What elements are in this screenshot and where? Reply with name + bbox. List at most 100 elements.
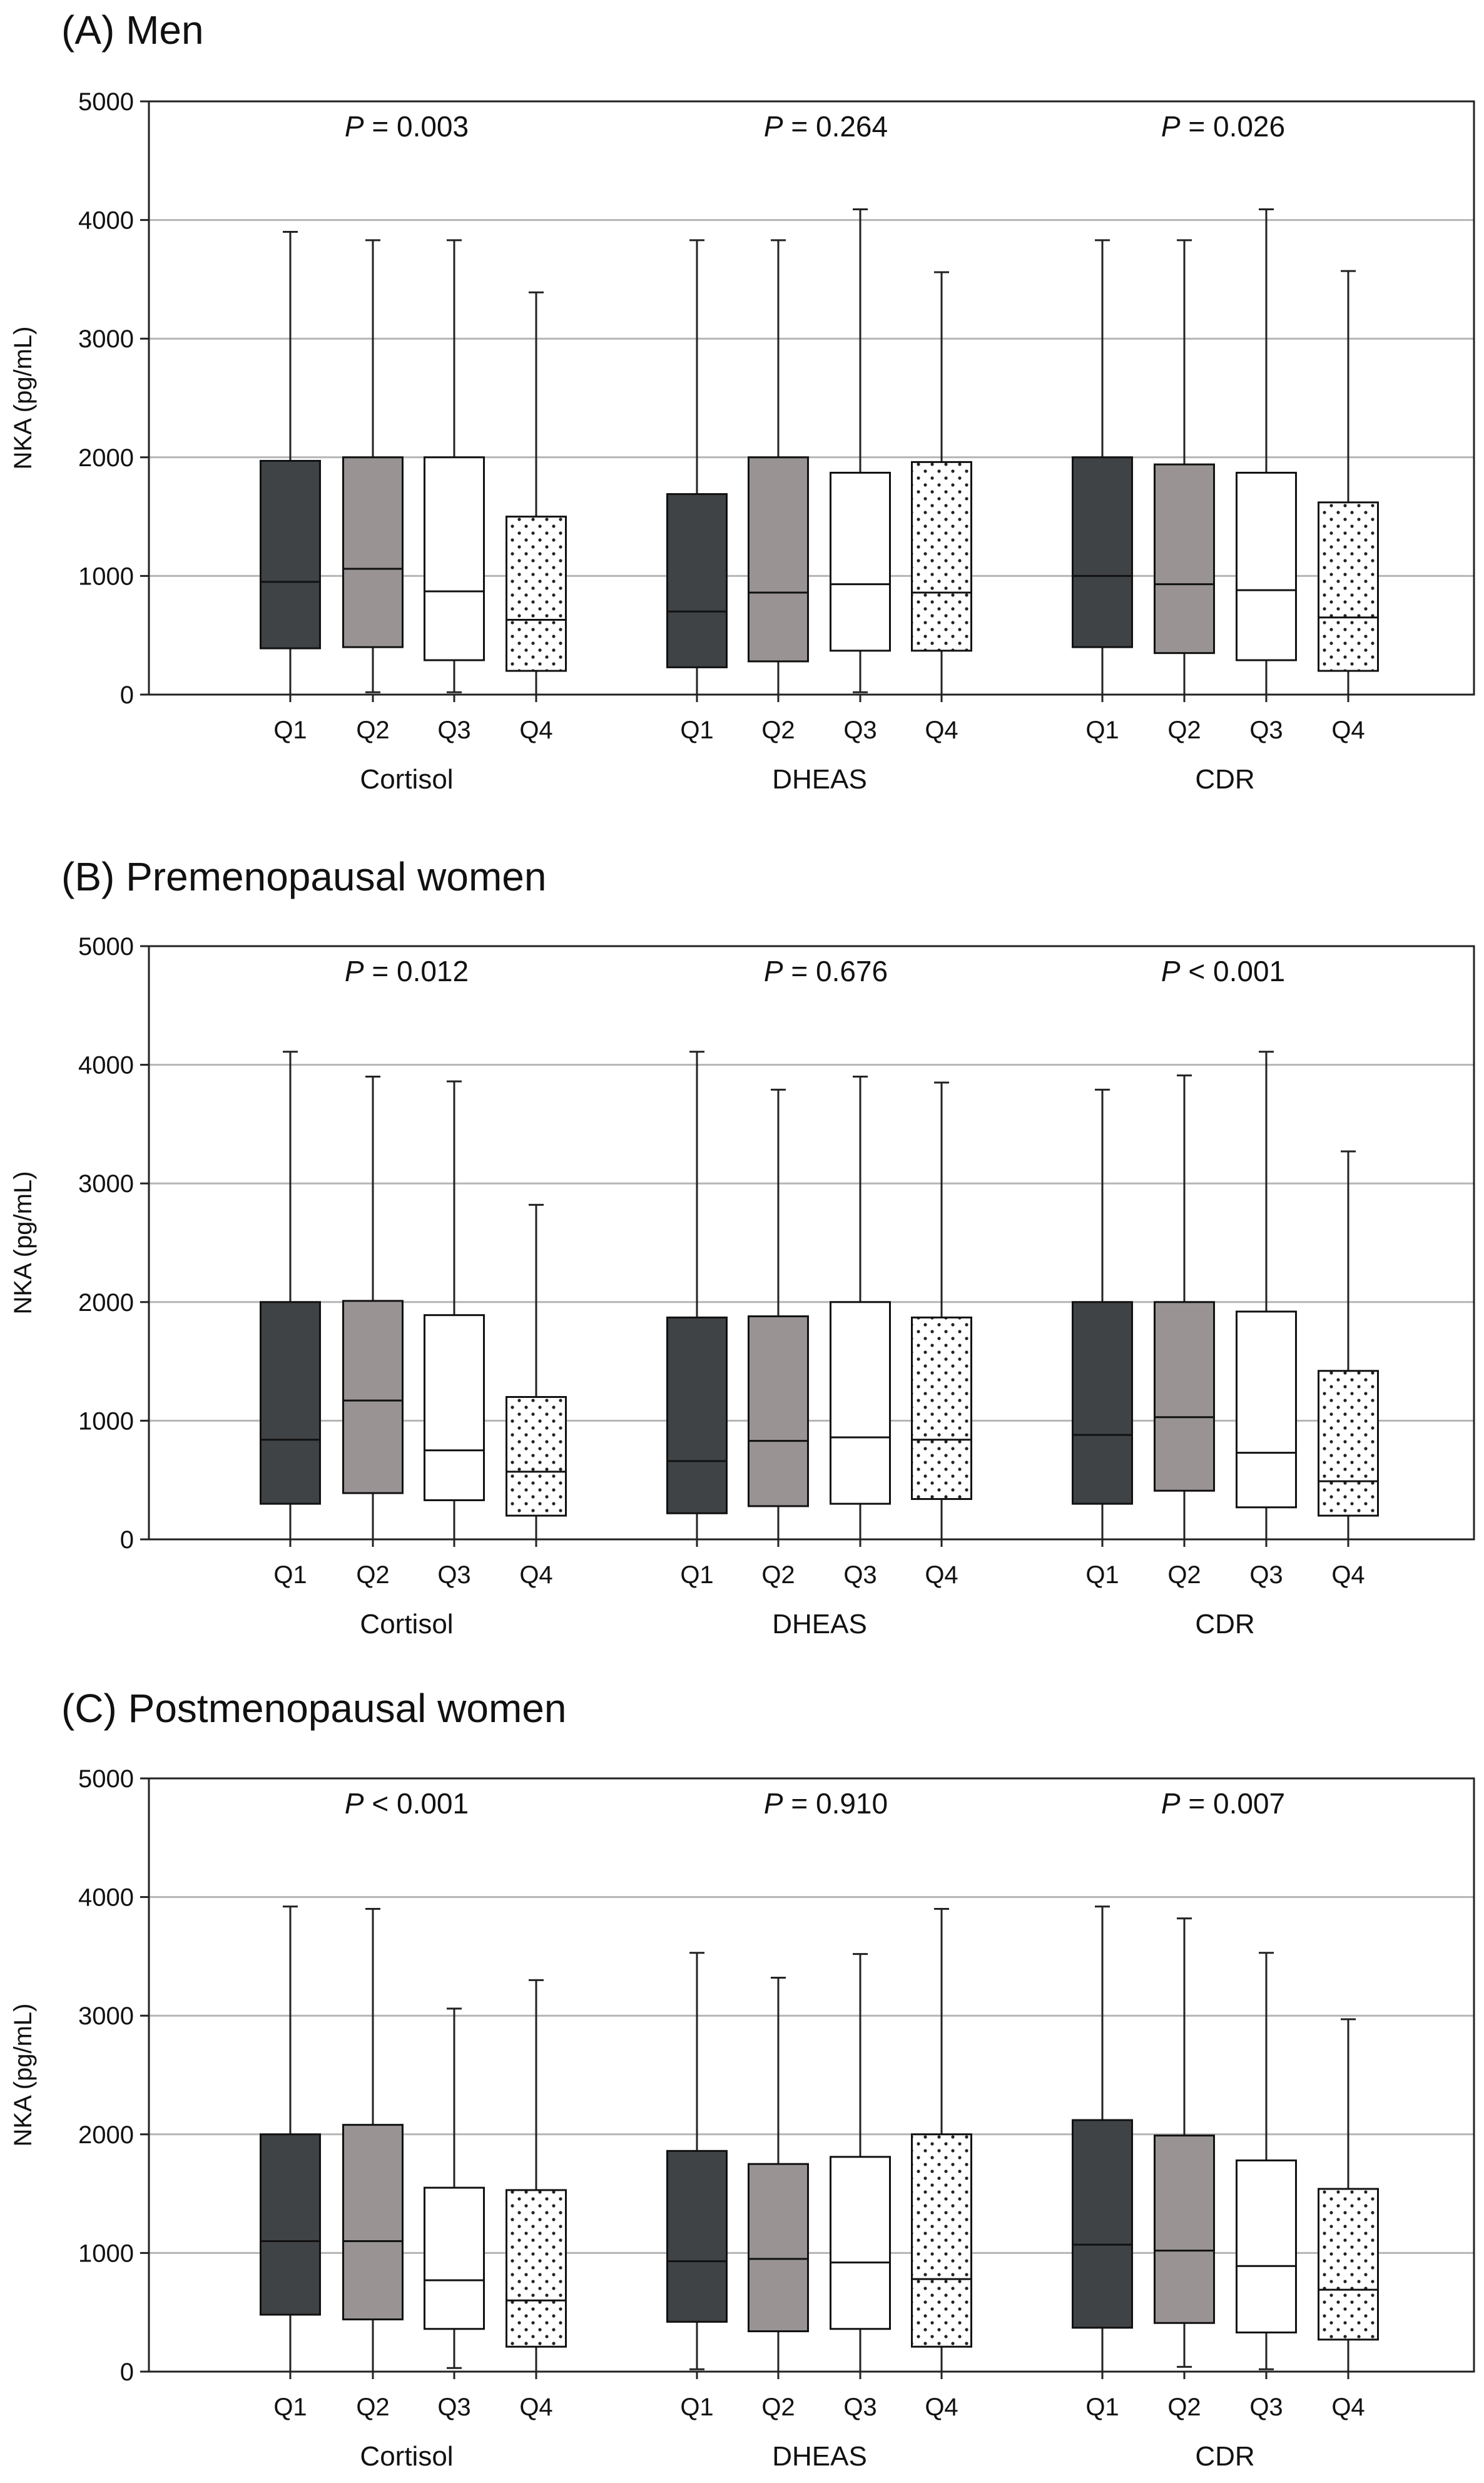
- box-q3: Q3: [1236, 1051, 1297, 1589]
- group-label: Cortisol: [360, 1609, 453, 1639]
- y-tick-label: 5000: [78, 1765, 134, 1793]
- quartile-label: Q3: [843, 2394, 877, 2421]
- box-q4: Q4: [1318, 2018, 1379, 2421]
- box-q4: Q4: [506, 291, 567, 744]
- quartile-label: Q3: [437, 1561, 470, 1589]
- panel-title: (B) Premenopausal women: [61, 854, 546, 899]
- y-tick-label: 0: [120, 1526, 134, 1554]
- quartile-label: Q4: [925, 716, 958, 744]
- quartile-label: Q4: [1331, 1561, 1365, 1589]
- y-tick-label: 2000: [78, 444, 134, 472]
- quartile-label: Q2: [761, 1561, 795, 1589]
- y-tick-label: 3000: [78, 1170, 134, 1198]
- group-label: Cortisol: [360, 2441, 453, 2472]
- quartile-label: Q3: [437, 2394, 470, 2421]
- group-cortisol: P < 0.001 Cortisol Q1 Q2 Q3 Q4: [260, 1787, 567, 2472]
- iqr-box: [830, 471, 891, 652]
- quartile-label: Q3: [1249, 2394, 1283, 2421]
- box-q3: Q3: [424, 239, 485, 744]
- box-q3: Q3: [424, 2007, 485, 2421]
- quartile-label: Q1: [680, 716, 713, 744]
- box-q4: Q4: [506, 1203, 567, 1589]
- quartile-label: Q3: [1249, 716, 1283, 744]
- p-value-text: < 0.001: [364, 1787, 469, 1820]
- quartile-label: Q1: [273, 2394, 307, 2421]
- p-value-text: < 0.001: [1181, 955, 1286, 987]
- p-value-text: = 0.676: [783, 955, 888, 987]
- iqr-box: [911, 2133, 972, 2348]
- p-value: P < 0.001: [1161, 955, 1285, 987]
- quartile-label: Q4: [1331, 2394, 1365, 2421]
- quartile-label: Q1: [1085, 2394, 1119, 2421]
- p-value: P = 0.910: [764, 1787, 888, 1820]
- iqr-box: [260, 2133, 321, 2316]
- group-label: CDR: [1195, 2441, 1254, 2472]
- iqr-box: [1318, 1370, 1379, 1517]
- quartile-label: Q2: [1167, 2394, 1201, 2421]
- box-q4: Q4: [1318, 270, 1379, 744]
- box-q2: Q2: [748, 1088, 809, 1589]
- quartile-label: Q2: [761, 2394, 795, 2421]
- p-value-symbol: P: [345, 1787, 364, 1820]
- panel-c: (C) Postmenopausal women 0 1000 2000 3000 400…: [9, 1686, 1475, 2472]
- box-q2: Q2: [342, 239, 404, 744]
- group-cdr: P = 0.007 CDR Q1 Q2 Q3 Q4: [1072, 1787, 1379, 2472]
- box-q4: Q4: [1318, 1150, 1379, 1589]
- box-q1: Q1: [666, 1051, 728, 1589]
- box-q1: Q1: [260, 1051, 321, 1589]
- quartile-label: Q4: [925, 2394, 958, 2421]
- box-q1: Q1: [260, 1905, 321, 2421]
- group-dheas: P = 0.910 DHEAS Q1 Q2 Q3 Q4: [666, 1787, 972, 2472]
- p-value-symbol: P: [345, 955, 364, 987]
- iqr-box: [666, 2149, 728, 2323]
- quartile-label: Q3: [1249, 1561, 1283, 1589]
- panel-title: (A) Men: [61, 8, 204, 53]
- y-tick-label: 5000: [78, 933, 134, 961]
- iqr-box: [1154, 2134, 1215, 2324]
- p-value-symbol: P: [345, 110, 364, 143]
- group-label: DHEAS: [772, 1609, 867, 1639]
- y-tick-label: 1000: [78, 563, 134, 590]
- iqr-box: [342, 456, 404, 648]
- iqr-box: [1154, 463, 1215, 655]
- iqr-box: [342, 2124, 404, 2321]
- p-value-text: = 0.026: [1181, 110, 1286, 143]
- quartile-label: Q1: [1085, 716, 1119, 744]
- box-q2: Q2: [1154, 1074, 1215, 1589]
- p-value-text: = 0.012: [364, 955, 469, 987]
- box-q1: Q1: [1072, 239, 1133, 744]
- box-q1: Q1: [260, 231, 321, 744]
- quartile-label: Q4: [519, 716, 552, 744]
- iqr-box: [1318, 2188, 1379, 2341]
- iqr-box: [1154, 1301, 1215, 1492]
- iqr-box: [1236, 2159, 1297, 2333]
- p-value-symbol: P: [764, 1787, 783, 1820]
- iqr-box: [911, 1316, 972, 1501]
- iqr-box: [1072, 1301, 1133, 1505]
- iqr-box: [424, 1314, 485, 1501]
- group-label: DHEAS: [772, 2441, 867, 2472]
- box-q3: Q3: [1236, 1952, 1297, 2421]
- p-value-text: = 0.910: [783, 1787, 888, 1820]
- group-label: CDR: [1195, 764, 1254, 795]
- y-tick-label: 3000: [78, 2002, 134, 2030]
- y-tick-label: 5000: [78, 88, 134, 116]
- iqr-box: [830, 2156, 891, 2330]
- iqr-box: [260, 1301, 321, 1505]
- plot-frame: [148, 100, 1475, 696]
- y-tick-label: 1000: [78, 2240, 134, 2267]
- y-axis-label: NKA (pg/mL): [9, 2004, 37, 2147]
- box-q1: Q1: [1072, 1088, 1133, 1589]
- quartile-label: Q4: [519, 1561, 552, 1589]
- iqr-box: [424, 2186, 485, 2330]
- iqr-box: [1236, 471, 1297, 661]
- box-q3: Q3: [424, 1080, 485, 1589]
- box-q2: Q2: [1154, 239, 1215, 744]
- y-tick-label: 2000: [78, 2121, 134, 2149]
- panel-title: (C) Postmenopausal women: [61, 1686, 566, 1731]
- box-q4: Q4: [911, 271, 972, 744]
- p-value: P = 0.026: [1161, 110, 1285, 143]
- box-q4: Q4: [911, 1908, 972, 2421]
- quartile-label: Q2: [1167, 716, 1201, 744]
- iqr-box: [1318, 501, 1379, 672]
